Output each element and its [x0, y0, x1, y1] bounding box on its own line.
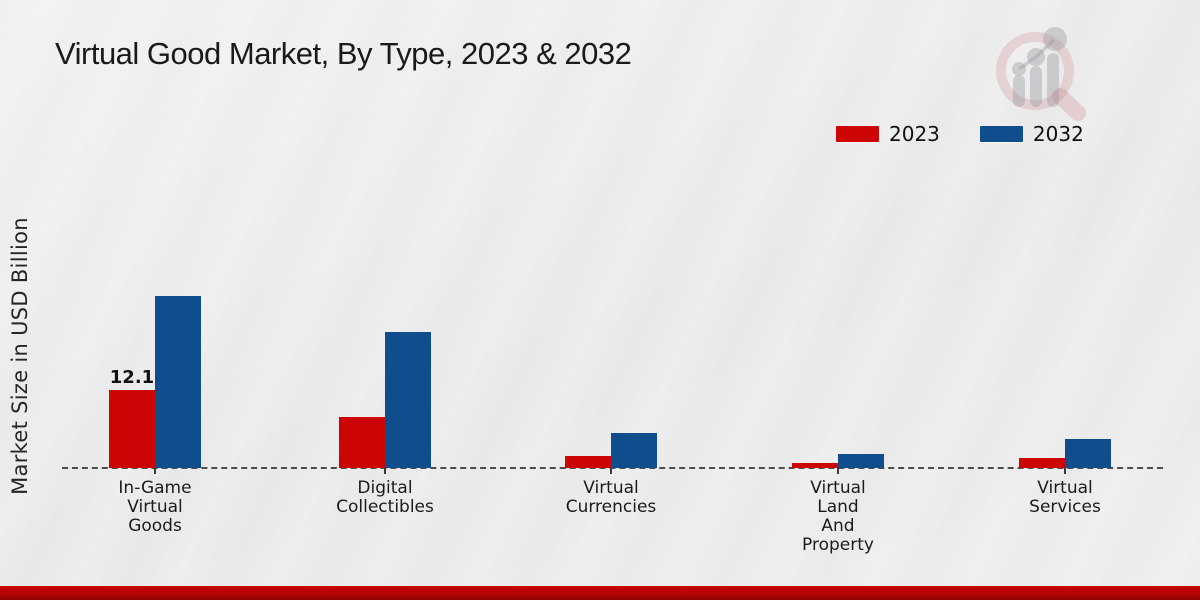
axis-tick	[1064, 468, 1066, 474]
bar-2032-in-game-virtual-goods	[155, 296, 201, 468]
bar-2023-virtual-land-and-property	[792, 463, 838, 468]
bar-2023-digital-collectibles	[339, 417, 385, 468]
bar-2032-virtual-land-and-property	[838, 454, 884, 468]
chart-title: Virtual Good Market, By Type, 2023 & 203…	[55, 36, 632, 71]
axis-tick	[154, 468, 156, 474]
category-label-in-game-virtual-goods: In-Game Virtual Goods	[118, 478, 192, 536]
category-label-virtual-land-and-property: Virtual Land And Property	[802, 478, 874, 555]
legend-label-2032: 2032	[1032, 122, 1084, 146]
legend-swatch-2032	[979, 126, 1023, 142]
category-label-virtual-currencies: Virtual Currencies	[565, 478, 657, 517]
legend-item-2023: 2023	[836, 122, 940, 146]
legend-swatch-2023	[836, 126, 879, 142]
bar-2023-in-game-virtual-goods	[109, 390, 155, 468]
legend-label-2023: 2023	[889, 122, 940, 146]
x-axis-dashed-baseline	[62, 467, 1163, 469]
footer-accent-bar	[0, 586, 1200, 600]
bar-2023-virtual-services	[1019, 458, 1065, 468]
axis-tick	[384, 468, 386, 474]
axis-tick	[610, 468, 612, 474]
bar-2032-virtual-currencies	[611, 433, 657, 468]
bar-2023-virtual-currencies	[565, 456, 611, 468]
legend: 2023 2032	[836, 122, 1084, 146]
bar-2032-digital-collectibles	[385, 332, 431, 468]
bar-2032-virtual-services	[1065, 439, 1111, 468]
category-label-virtual-services: Virtual Services	[1029, 478, 1101, 517]
legend-item-2032: 2032	[979, 122, 1084, 146]
category-label-digital-collectibles: Digital Collectibles	[336, 478, 434, 517]
axis-tick	[837, 468, 839, 474]
magnifier-growth-logo-icon	[996, 27, 1086, 121]
bar-value-label: 12.1	[109, 367, 155, 388]
y-axis-label: Market Size in USD Billion	[8, 217, 32, 495]
